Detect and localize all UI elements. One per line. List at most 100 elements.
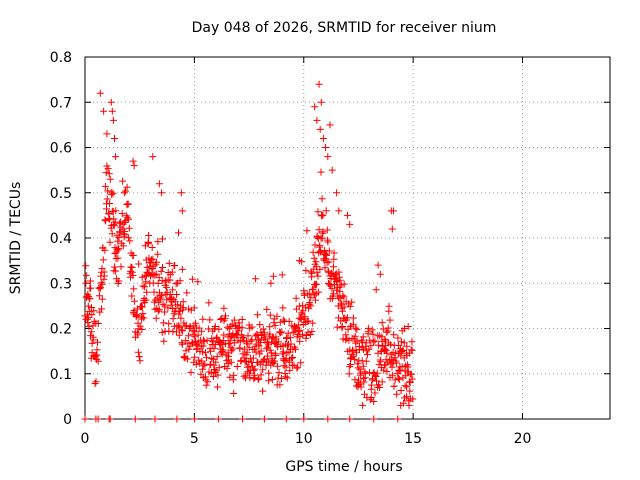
data-point (165, 259, 173, 267)
data-point (171, 308, 179, 316)
data-point (315, 288, 323, 296)
data-point (378, 319, 386, 327)
data-point (204, 325, 212, 333)
data-point (162, 283, 170, 291)
data-point (280, 362, 288, 370)
data-point (282, 373, 290, 381)
data-point (278, 328, 286, 336)
data-point (383, 368, 391, 376)
data-point (317, 248, 325, 256)
data-point (134, 331, 142, 339)
data-point (336, 287, 344, 295)
data-point (252, 275, 260, 283)
data-point (134, 348, 142, 356)
data-point (219, 346, 227, 354)
data-point (324, 415, 332, 423)
data-point (340, 293, 348, 301)
data-point (383, 328, 391, 336)
data-point (330, 263, 337, 271)
data-point (112, 207, 120, 215)
data-point (215, 325, 223, 333)
data-point (271, 322, 279, 330)
data-point (318, 212, 326, 220)
data-point (225, 352, 233, 360)
data-point (145, 232, 153, 239)
data-point (118, 210, 126, 218)
data-point (319, 135, 327, 142)
data-point (108, 230, 116, 238)
data-point (121, 218, 129, 226)
data-point (359, 362, 367, 370)
data-point (296, 337, 304, 345)
data-point (98, 280, 106, 288)
data-point (92, 378, 100, 386)
data-point (364, 324, 372, 332)
data-point (285, 317, 293, 325)
data-point (268, 338, 276, 346)
data-point (82, 279, 90, 287)
data-point (158, 189, 166, 197)
chart-title: Day 048 of 2026, SRMTID for receiver niu… (192, 20, 497, 36)
data-point (354, 364, 362, 372)
data-point (328, 285, 336, 293)
data-point (82, 262, 90, 270)
data-point (257, 371, 265, 379)
data-point (199, 348, 206, 356)
data-point (325, 247, 333, 255)
data-point (190, 353, 198, 361)
data-point (212, 367, 220, 375)
data-point (148, 244, 156, 251)
data-point (408, 338, 416, 346)
data-point (190, 304, 198, 312)
data-point (373, 377, 380, 385)
data-point (106, 415, 114, 423)
data-point (408, 375, 416, 383)
data-point (306, 331, 314, 338)
data-point (111, 135, 118, 142)
data-point (392, 359, 400, 367)
data-point (198, 327, 206, 335)
data-point (351, 332, 359, 340)
data-point (159, 300, 167, 308)
data-point (301, 313, 309, 321)
data-point (403, 383, 411, 391)
data-point (346, 220, 354, 228)
data-point (101, 246, 109, 254)
data-point (214, 415, 222, 423)
data-point (323, 259, 331, 267)
data-point (179, 304, 187, 312)
data-point (227, 358, 235, 366)
data-point (353, 337, 361, 345)
data-point (187, 368, 195, 376)
data-point (266, 330, 274, 338)
data-point (177, 314, 185, 322)
data-point (336, 276, 344, 284)
data-point (323, 251, 331, 259)
data-point (349, 320, 357, 328)
data-point (330, 249, 338, 257)
data-point (100, 272, 108, 280)
data-point (150, 288, 158, 296)
data-point (107, 98, 115, 106)
data-point (388, 225, 396, 233)
data-point (272, 333, 280, 341)
data-point (394, 415, 402, 423)
data-point (98, 295, 106, 303)
data-point (361, 374, 369, 382)
data-point (103, 130, 111, 138)
data-point (257, 347, 265, 355)
data-point (119, 242, 127, 250)
data-point (254, 311, 262, 319)
data-point (333, 189, 341, 197)
axis-ticks: 0 0.1 0.2 0.3 0.4 0.5 0.6 0.7 0.8 0 5 10 15 20 (50, 50, 610, 447)
data-point (383, 349, 391, 357)
data-point (269, 272, 277, 280)
data-point (324, 238, 332, 246)
data-point (349, 352, 357, 360)
data-point (330, 290, 337, 298)
data-point (385, 302, 393, 310)
data-point (278, 271, 286, 279)
data-point (289, 354, 297, 361)
data-point (240, 372, 248, 380)
data-point (151, 271, 159, 279)
